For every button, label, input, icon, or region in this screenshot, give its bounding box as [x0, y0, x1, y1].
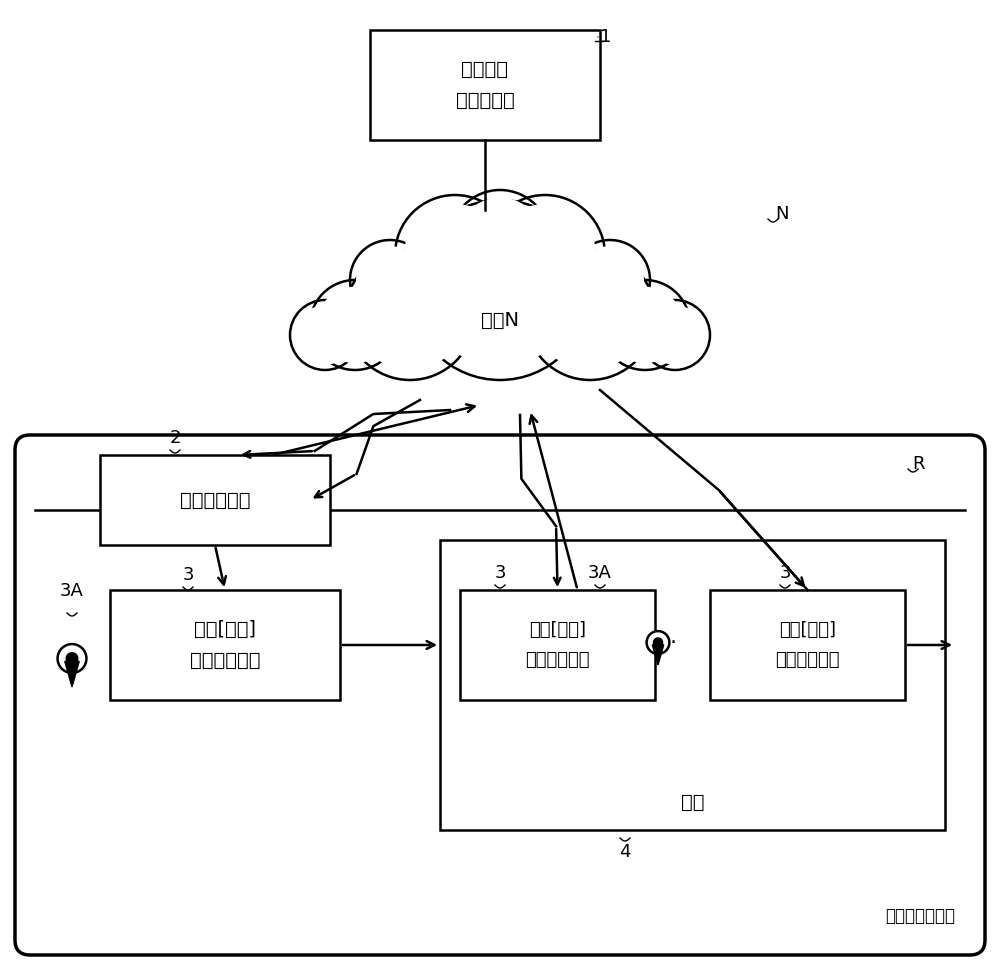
- Bar: [710, 590, 905, 700]
- Circle shape: [647, 631, 669, 654]
- Circle shape: [355, 259, 465, 370]
- Text: 车辆[从属]
（通信设备）: 车辆[从属] （通信设备）: [525, 622, 590, 669]
- Circle shape: [607, 286, 683, 363]
- Circle shape: [410, 200, 590, 380]
- Text: 车辆[单独]
（通信设备）: 车辆[单独] （通信设备）: [190, 620, 260, 670]
- Text: 3: 3: [779, 564, 791, 582]
- Text: 1: 1: [600, 28, 611, 46]
- Circle shape: [485, 195, 605, 315]
- Circle shape: [290, 300, 360, 370]
- Circle shape: [600, 280, 690, 370]
- Text: 车辆[引导]
（通信躾备）: 车辆[引导] （通信躾备）: [775, 622, 840, 669]
- Circle shape: [295, 306, 355, 364]
- Circle shape: [535, 259, 645, 370]
- Circle shape: [653, 638, 663, 647]
- Bar: [440, 540, 945, 830]
- Circle shape: [645, 306, 705, 364]
- Circle shape: [58, 644, 86, 673]
- Text: 3: 3: [182, 566, 194, 584]
- Text: ···: ···: [658, 633, 678, 653]
- Bar: [100, 455, 330, 545]
- Polygon shape: [65, 661, 79, 687]
- Text: R: R: [912, 455, 924, 473]
- Text: 服务中心
（服务器）: 服务中心 （服务器）: [456, 60, 514, 110]
- Circle shape: [570, 240, 650, 320]
- Text: 2: 2: [169, 429, 181, 447]
- Circle shape: [395, 195, 515, 315]
- Text: 队列可行驶道路: 队列可行驶道路: [885, 907, 955, 925]
- FancyBboxPatch shape: [15, 435, 985, 955]
- Circle shape: [66, 653, 78, 664]
- Circle shape: [450, 190, 550, 290]
- Circle shape: [350, 240, 430, 320]
- Circle shape: [576, 246, 644, 314]
- Text: 3: 3: [494, 564, 506, 582]
- Text: N: N: [775, 205, 788, 223]
- Circle shape: [424, 213, 576, 366]
- Circle shape: [345, 250, 475, 380]
- Text: 网络N: 网络N: [481, 310, 519, 330]
- Text: 车辆识别装置: 车辆识别装置: [180, 491, 250, 510]
- Circle shape: [317, 286, 393, 363]
- Polygon shape: [652, 645, 664, 665]
- Text: 队列: 队列: [681, 793, 704, 812]
- Text: 3A: 3A: [60, 582, 84, 600]
- Text: 4: 4: [619, 843, 631, 861]
- Bar: [110, 590, 340, 700]
- Bar: [370, 30, 600, 140]
- Circle shape: [640, 300, 710, 370]
- Circle shape: [310, 280, 400, 370]
- Circle shape: [525, 250, 655, 380]
- Circle shape: [494, 204, 596, 306]
- Text: 3A: 3A: [588, 564, 612, 582]
- Circle shape: [404, 204, 506, 306]
- Circle shape: [356, 246, 424, 314]
- Bar: [460, 590, 655, 700]
- Circle shape: [458, 198, 542, 282]
